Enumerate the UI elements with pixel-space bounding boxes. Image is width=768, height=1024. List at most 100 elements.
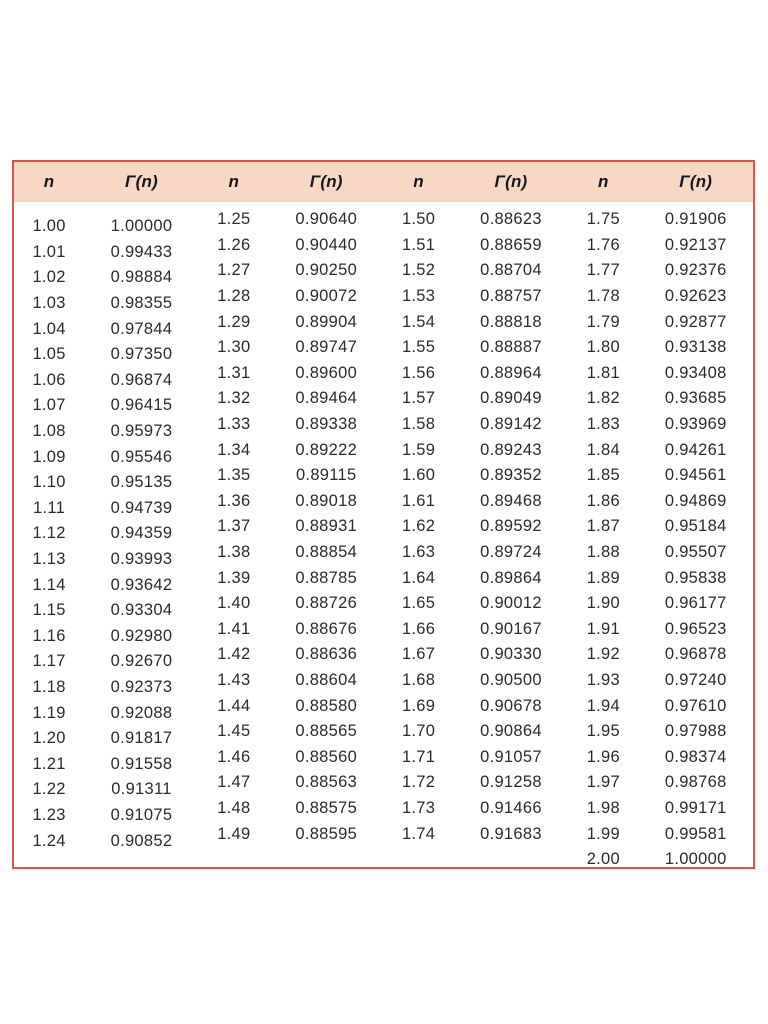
gamma-value-cell: 0.93642 bbox=[110, 575, 173, 594]
gamma-value-cell: 0.90440 bbox=[295, 235, 358, 254]
n-value-cell: 1.67 bbox=[401, 645, 436, 664]
n-value-cell: 1.48 bbox=[217, 798, 251, 817]
gamma-value-cell: 0.88563 bbox=[295, 773, 358, 792]
table-row: 1.83 0.93969 bbox=[568, 412, 753, 438]
table-row: 1.91 0.96523 bbox=[568, 617, 753, 643]
gamma-value-cell: 0.89049 bbox=[480, 389, 542, 408]
gamma-value-cell: 0.90250 bbox=[295, 261, 358, 280]
gamma-value-cell: 0.88636 bbox=[295, 645, 358, 664]
gamma-value-cell: 0.89600 bbox=[295, 363, 358, 382]
table-row: 1.85 0.94561 bbox=[568, 463, 753, 489]
gamma-value-cell: 0.96878 bbox=[664, 645, 727, 664]
table-header-band: n Γ(n) n Γ(n) n Γ(n) n Γ(n) bbox=[14, 162, 753, 202]
n-value-cell: 1.04 bbox=[32, 319, 66, 338]
table-row: 1.87 0.95184 bbox=[568, 514, 753, 540]
table-row: 1.20 0.91817 bbox=[14, 726, 199, 752]
gamma-value-cell: 0.94261 bbox=[664, 440, 727, 459]
gamma-value-cell: 0.95546 bbox=[110, 447, 173, 466]
gamma-value-cell: 0.89115 bbox=[295, 466, 357, 485]
n-value-cell: 1.37 bbox=[217, 517, 251, 536]
gamma-value-cell: 0.88887 bbox=[480, 338, 542, 357]
n-value-cell: 1.07 bbox=[32, 396, 66, 415]
table-row: 1.94 0.97610 bbox=[568, 693, 753, 719]
table-row: 1.32 0.89464 bbox=[199, 386, 384, 412]
n-value-cell: 1.27 bbox=[217, 261, 251, 280]
table-row: 1.84 0.94261 bbox=[568, 437, 753, 463]
gamma-value-cell: 0.88854 bbox=[295, 543, 358, 562]
gamma-value-cell: 0.88785 bbox=[295, 568, 358, 587]
gamma-value-cell: 0.88604 bbox=[295, 670, 358, 689]
table-row: 1.42 0.88636 bbox=[199, 642, 384, 668]
gamma-value-cell: 0.91558 bbox=[110, 754, 173, 773]
table-row: 1.38 0.88854 bbox=[199, 540, 384, 566]
gamma-value-cell: 0.97610 bbox=[664, 696, 727, 715]
table-row: 1.02 0.98884 bbox=[14, 265, 199, 291]
n-value-cell: 1.08 bbox=[32, 422, 66, 441]
gamma-value-cell: 0.91075 bbox=[110, 805, 173, 824]
gamma-value-cell: 0.91683 bbox=[480, 824, 542, 843]
table-row: 1.66 0.90167 bbox=[384, 617, 569, 643]
table-row: 1.19 0.92088 bbox=[14, 700, 199, 726]
table-row: 1.64 0.89864 bbox=[384, 565, 569, 591]
table-row: 1.06 0.96874 bbox=[14, 368, 199, 394]
table-row: 1.76 0.92137 bbox=[568, 233, 753, 259]
gamma-value-cell: 0.92373 bbox=[110, 677, 173, 696]
table-row: 1.09 0.95546 bbox=[14, 444, 199, 470]
n-value-cell: 1.16 bbox=[32, 626, 66, 645]
gamma-value-cell: 0.98355 bbox=[110, 294, 173, 313]
table-row: 1.52 0.88704 bbox=[384, 258, 569, 284]
n-value-cell: 1.42 bbox=[217, 645, 251, 664]
table-row: 1.40 0.88726 bbox=[199, 591, 384, 617]
n-value-cell: 1.99 bbox=[586, 824, 621, 843]
n-value-cell: 1.06 bbox=[32, 370, 66, 389]
gamma-value-cell: 0.89243 bbox=[480, 440, 542, 459]
table-row: 1.50 0.88623 bbox=[384, 207, 569, 233]
n-value-cell: 1.93 bbox=[586, 670, 621, 689]
n-value-cell: 1.25 bbox=[217, 210, 251, 229]
n-value-cell: 1.33 bbox=[217, 415, 251, 434]
table-row: 1.13 0.93993 bbox=[14, 547, 199, 573]
n-value-cell: 1.76 bbox=[586, 235, 621, 254]
table-row: 1.10 0.95135 bbox=[14, 470, 199, 496]
n-value-cell: 1.26 bbox=[217, 235, 251, 254]
n-value-cell: 1.88 bbox=[586, 543, 621, 562]
table-row: 1.26 0.90440 bbox=[199, 233, 384, 259]
table-row: 1.55 0.88887 bbox=[384, 335, 569, 361]
n-value-cell: 1.95 bbox=[586, 722, 621, 741]
gamma-value-cell: 0.97240 bbox=[664, 670, 727, 689]
table-row: 1.37 0.88931 bbox=[199, 514, 384, 540]
table-row: 1.78 0.92623 bbox=[568, 284, 753, 310]
header-pair-2: n Γ(n) bbox=[199, 162, 384, 202]
gamma-value-cell: 0.97988 bbox=[664, 722, 727, 741]
n-value-cell: 1.39 bbox=[217, 568, 251, 587]
table-row: 1.80 0.93138 bbox=[568, 335, 753, 361]
gamma-value-cell: 0.91466 bbox=[480, 798, 542, 817]
n-value-cell: 1.41 bbox=[217, 619, 251, 638]
table-row: 1.82 0.93685 bbox=[568, 386, 753, 412]
table-row: 1.99 0.99581 bbox=[568, 821, 753, 847]
gamma-value-cell: 0.92980 bbox=[110, 626, 173, 645]
gamma-value-cell: 0.89338 bbox=[295, 415, 358, 434]
table-row: 1.97 0.98768 bbox=[568, 770, 753, 796]
n-value-cell: 1.11 bbox=[33, 498, 66, 517]
table-row: 1.34 0.89222 bbox=[199, 437, 384, 463]
table-row: 1.49 0.88595 bbox=[199, 821, 384, 847]
gamma-value-cell: 0.97844 bbox=[110, 319, 173, 338]
header-n-label: n bbox=[413, 172, 424, 191]
table-row: 1.98 0.99171 bbox=[568, 796, 753, 822]
n-value-cell: 1.00 bbox=[32, 217, 66, 236]
table-row: 1.71 0.91057 bbox=[384, 744, 569, 770]
table-row: 1.74 0.91683 bbox=[384, 821, 569, 847]
table-row: 1.01 0.99433 bbox=[14, 240, 199, 266]
n-value-cell: 1.96 bbox=[586, 747, 621, 766]
gamma-value-cell: 0.91906 bbox=[664, 210, 727, 229]
gamma-value-cell: 0.89142 bbox=[480, 415, 542, 434]
gamma-value-cell: 0.88659 bbox=[480, 235, 542, 254]
n-value-cell: 1.28 bbox=[217, 287, 251, 306]
gamma-value-cell: 0.98768 bbox=[664, 773, 727, 792]
n-value-cell: 1.56 bbox=[401, 363, 436, 382]
table-row: 1.17 0.92670 bbox=[14, 649, 199, 675]
n-value-cell: 1.34 bbox=[217, 440, 251, 459]
n-value-cell: 1.65 bbox=[401, 594, 436, 613]
gamma-value-cell: 0.89352 bbox=[480, 466, 542, 485]
